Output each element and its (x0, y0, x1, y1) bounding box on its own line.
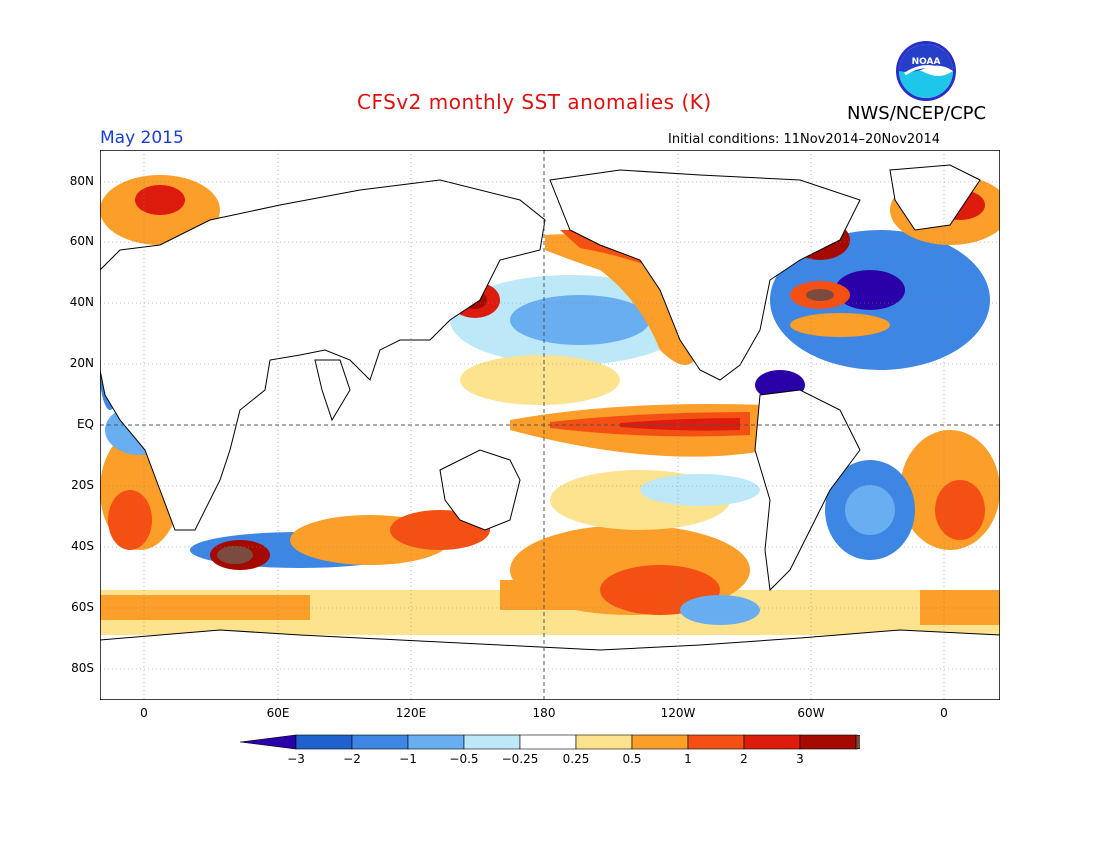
graticule (100, 150, 1000, 700)
colorbar-segment (351, 734, 409, 750)
valid-month: May 2015 (100, 128, 184, 148)
lat-label-60n: 60N (69, 234, 94, 248)
colorbar-segment (519, 734, 577, 750)
lon-label-60e: 60E (266, 706, 290, 720)
lon-label-60w: 60W (797, 706, 825, 720)
colorbar-segment (687, 734, 745, 750)
lat-label-80n: 80N (69, 174, 94, 188)
lat-label-60s: 60S (71, 600, 94, 614)
colorbar-max-arrow (855, 734, 860, 750)
lat-label-20s: 20S (71, 478, 94, 492)
colorbar-tick-label: −0.5 (449, 752, 479, 766)
colorbar-tick-label: 0.25 (562, 752, 590, 766)
colorbar-tick-label: 3 (796, 752, 804, 766)
colorbar-tick-label: −1 (399, 752, 417, 766)
initial-conditions: Initial conditions: 11Nov2014–20Nov2014 (668, 132, 940, 147)
lon-label-0: 0 (140, 706, 148, 720)
continents (100, 164, 1000, 700)
lon-label-120w: 120W (660, 706, 696, 720)
sst-anomaly-map (100, 150, 1000, 700)
lon-label-0-east: 0 (940, 706, 948, 720)
lat-label-40n: 40N (69, 295, 94, 309)
lon-label-180: 180 (532, 706, 556, 720)
colorbar-segment (799, 734, 857, 750)
lat-label-eq: EQ (76, 417, 94, 431)
lat-label-20n: 20N (69, 356, 94, 370)
colorbar (240, 734, 860, 750)
colorbar-segment (575, 734, 633, 750)
colorbar-tick-label: −3 (287, 752, 305, 766)
colorbar-tick-label: 1 (684, 752, 692, 766)
colorbar-segment (295, 734, 353, 750)
colorbar-tick-label: 2 (740, 752, 748, 766)
noaa-logo: NOAA (896, 41, 956, 101)
colorbar-segment (407, 734, 465, 750)
colorbar-min-arrow (240, 734, 297, 750)
lat-label-40s: 40S (71, 539, 94, 553)
lon-label-120e: 120E (395, 706, 427, 720)
colorbar-tick-label: 0.5 (622, 752, 642, 766)
svg-text:NOAA: NOAA (912, 57, 941, 67)
agency-label: NWS/NCEP/CPC (847, 103, 987, 124)
colorbar-tick-label: −0.25 (501, 752, 539, 766)
colorbar-segment (631, 734, 689, 750)
colorbar-segment (743, 734, 801, 750)
colorbar-tick-label: −2 (343, 752, 361, 766)
colorbar-segment (463, 734, 521, 750)
map-title: CFSv2 monthly SST anomalies (K) (357, 90, 712, 114)
lat-label-80s: 80S (71, 661, 94, 675)
